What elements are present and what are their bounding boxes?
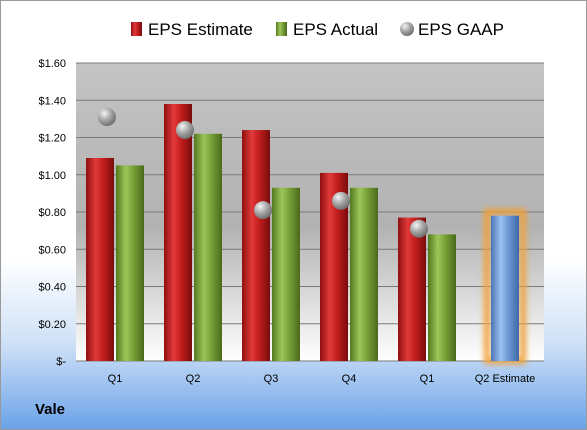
legend-label: EPS Estimate [148,20,253,39]
eps-estimate-bar [86,157,114,361]
eps-gaap-marker [98,108,116,127]
eps-estimate-bar [398,217,426,361]
y-tick-label: $0.40 [38,282,66,294]
y-tick-label: $0.20 [38,319,66,331]
eps-gaap-marker [176,121,194,140]
y-tick-label: $1.40 [38,95,66,107]
x-tick-label: Q2 [186,373,201,385]
legend-eps-estimate: EPS Estimate [131,20,253,39]
eps-gaap-marker [332,191,350,210]
y-tick-label: $- [56,356,66,368]
legend-eps-actual: EPS Actual [276,20,378,39]
x-tick-label: Q4 [342,373,357,385]
company-name: Vale [35,401,66,418]
bars [86,103,526,364]
legend-swatch [131,22,142,36]
x-tick-label: Q2 Estimate [475,373,536,385]
eps-actual-bar [116,165,144,361]
x-tick-label: Q1 [420,373,435,385]
eps-estimate-bar [164,103,192,361]
eps-actual-bar [428,234,456,361]
x-tick-label: Q3 [264,373,279,385]
eps-estimate-bar [242,130,270,361]
x-axis-labels: Q1 Q2 Q3 Q4 Q1 Q2 Estimate [108,373,536,385]
x-tick-label: Q1 [108,373,123,385]
gridlines [76,62,544,362]
q2-estimate-bar [491,215,519,361]
eps-actual-bar [194,133,222,361]
y-tick-label: $0.80 [38,207,66,219]
y-tick-label: $1.20 [38,133,66,145]
y-tick-label: $1.00 [38,170,66,182]
y-axis-labels: $- $0.20 $0.40 $0.60 $0.80 $1.00 $1.20 $1.40 $1.… [38,58,66,368]
legend-eps-gaap: EPS GAAP [400,20,504,39]
legend: EPS Estimate EPS Actual EPS GAAP [131,20,504,39]
eps-actual-bar [350,187,378,361]
eps-actual-bar [272,187,300,361]
eps-gaap-marker [410,219,428,238]
legend-swatch [276,22,287,36]
legend-label: EPS Actual [293,20,378,39]
y-tick-label: $0.60 [38,244,66,256]
legend-swatch [400,22,414,36]
eps-gaap-marker [254,201,272,220]
legend-label: EPS GAAP [418,20,504,39]
y-tick-label: $1.60 [38,58,66,70]
